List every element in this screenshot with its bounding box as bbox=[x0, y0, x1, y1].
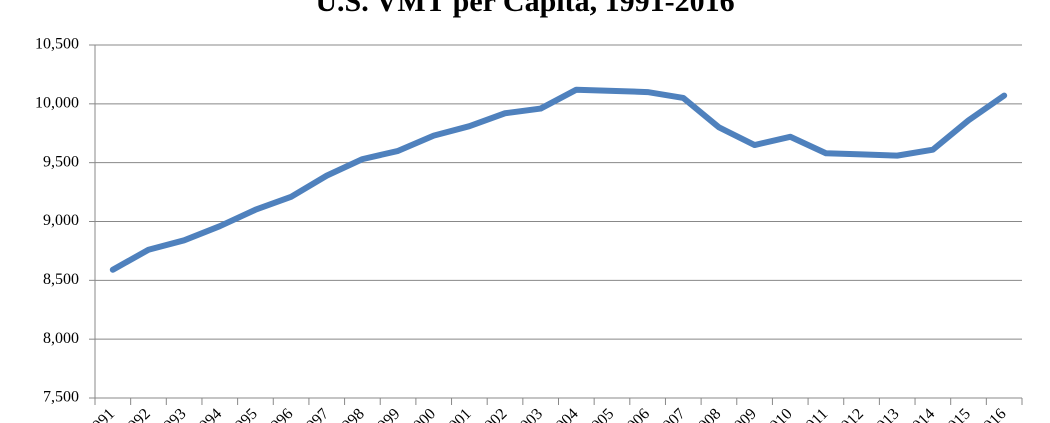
x-tick-label: 2000 bbox=[404, 405, 439, 423]
x-tick-label: 2004 bbox=[547, 405, 582, 423]
x-tick-label: 2009 bbox=[725, 405, 760, 423]
x-tick-label: 1996 bbox=[262, 405, 297, 423]
y-tick-label: 10,500 bbox=[35, 36, 79, 53]
x-tick-label: 2010 bbox=[761, 405, 796, 423]
x-tick-label: 2003 bbox=[511, 405, 546, 423]
y-tick-label: 9,500 bbox=[43, 153, 79, 170]
x-tick-label: 1992 bbox=[119, 405, 154, 423]
x-tick-label: 2001 bbox=[440, 405, 475, 423]
x-tick-label: 1993 bbox=[155, 405, 190, 423]
x-tick-label: 2011 bbox=[797, 405, 831, 423]
x-tick-label: 1999 bbox=[369, 405, 404, 423]
y-tick-label: 8,000 bbox=[43, 330, 79, 347]
y-tick-label: 10,000 bbox=[35, 95, 79, 112]
x-tick-label: 2007 bbox=[654, 405, 689, 423]
x-tick-label: 2013 bbox=[868, 405, 903, 423]
x-tick-label: 1998 bbox=[333, 405, 368, 423]
chart-title: U.S. VMT per Capita, 1991-2016 bbox=[315, 0, 734, 18]
x-tick-label: 1997 bbox=[298, 405, 333, 423]
x-tick-label: 1995 bbox=[226, 405, 261, 423]
x-tick-label: 2014 bbox=[904, 405, 939, 423]
x-tick-label: 2016 bbox=[975, 405, 1010, 423]
x-tick-label: 2015 bbox=[939, 405, 974, 423]
y-tick-label: 7,500 bbox=[43, 389, 79, 406]
x-tick-label: 2006 bbox=[618, 405, 653, 423]
y-tick-label: 8,500 bbox=[43, 271, 79, 288]
x-tick-label: 2002 bbox=[476, 405, 511, 423]
x-tick-label: 2008 bbox=[690, 405, 725, 423]
x-tick-label: 2012 bbox=[832, 405, 867, 423]
x-tick-label: 1991 bbox=[84, 405, 119, 423]
x-tick-label: 2005 bbox=[583, 405, 618, 423]
x-tick-label: 1994 bbox=[191, 405, 226, 423]
y-tick-label: 9,000 bbox=[43, 212, 79, 229]
data-line bbox=[109, 86, 1008, 273]
